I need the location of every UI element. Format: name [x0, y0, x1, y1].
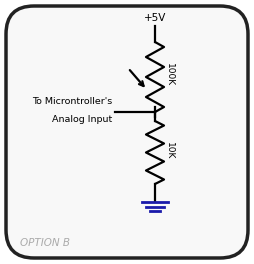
FancyBboxPatch shape [6, 6, 248, 258]
Text: Analog Input: Analog Input [52, 115, 112, 124]
Text: 10K: 10K [165, 142, 173, 159]
Text: 100K: 100K [165, 63, 173, 87]
Text: +5V: +5V [144, 13, 166, 23]
Text: OPTION B: OPTION B [20, 238, 70, 248]
Text: To Microntroller's: To Microntroller's [32, 97, 112, 106]
